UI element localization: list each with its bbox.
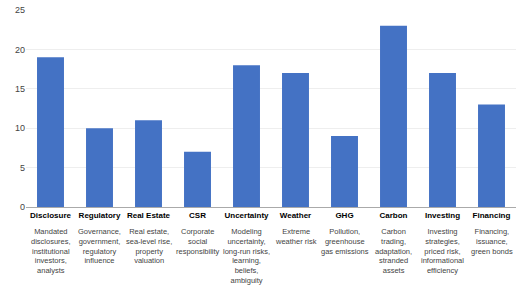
svg-text:Regulatory: Regulatory: [79, 211, 121, 220]
svg-text:Weather: Weather: [280, 211, 311, 220]
svg-text:GHG: GHG: [335, 211, 353, 220]
svg-text:Financing: Financing: [473, 211, 511, 220]
svg-text:Investing: Investing: [425, 211, 460, 220]
svg-text:25: 25: [15, 5, 25, 15]
svg-text:Governance,government,regulato: Governance,government,regulatoryinfluenc…: [78, 227, 121, 265]
svg-text:Extremeweather risk: Extremeweather risk: [275, 227, 317, 246]
svg-text:Financing,issuance,green bonds: Financing,issuance,green bonds: [471, 227, 513, 256]
svg-text:0: 0: [20, 202, 25, 212]
svg-text:Modelinguncertainty,long-run r: Modelinguncertainty,long-run risks,learn…: [223, 227, 270, 285]
svg-text:Carbon: Carbon: [380, 211, 408, 220]
svg-text:10: 10: [15, 123, 25, 133]
svg-text:15: 15: [15, 84, 25, 94]
svg-text:Pollution,greenhousegas emissi: Pollution,greenhousegas emissions: [321, 227, 369, 256]
svg-text:5: 5: [20, 163, 25, 173]
svg-text:Real estate,sea-level rise,pro: Real estate,sea-level rise,propertyvalua…: [126, 227, 172, 265]
svg-text:20: 20: [15, 45, 25, 55]
svg-text:Mandateddisclosures,institutio: Mandateddisclosures,institutionalinvesto…: [31, 227, 71, 275]
svg-text:Disclosure: Disclosure: [30, 211, 71, 220]
svg-text:Corporatesocialresponsibility: Corporatesocialresponsibility: [176, 227, 220, 256]
svg-text:Carbontrading,adaptation,stran: Carbontrading,adaptation,strandedassets: [375, 227, 412, 275]
svg-text:Uncertainty: Uncertainty: [224, 211, 269, 220]
svg-text:Real Estate: Real Estate: [127, 211, 171, 220]
svg-text:CSR: CSR: [189, 211, 206, 220]
svg-text:Investingstrategies,priced ris: Investingstrategies,priced risk,informat…: [421, 227, 464, 275]
